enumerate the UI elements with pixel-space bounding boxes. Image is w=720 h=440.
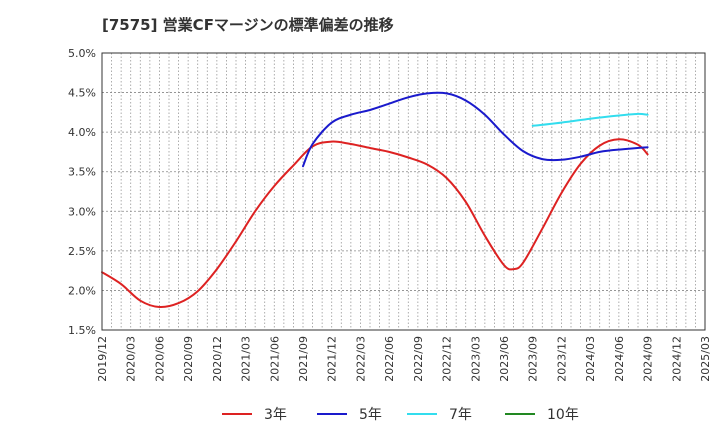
x-tick-label: 2022/03 [354,336,367,382]
series-layer [101,91,649,309]
x-tick-label: 2023/09 [527,336,540,382]
x-tick-label: 2023/06 [498,336,511,382]
series-line-3 [531,112,649,127]
series-line-2 [302,91,649,168]
x-tick-label: 2021/09 [297,336,310,382]
y-tick-label: 4.0% [68,126,96,139]
y-tick-label: 5.0% [68,47,96,60]
x-tick-label: 2019/12 [96,336,109,382]
plot-frame [101,52,706,331]
y-tick-label: 3.0% [68,205,96,218]
y-tick-label: 2.5% [68,245,96,258]
series-line-1 [101,138,649,309]
x-tick-label: 2020/09 [182,336,195,382]
x-tick-label: 2024/03 [584,336,597,382]
x-tick-label: 2024/12 [670,336,683,382]
legend-layer: 3年 5年 7年 10年 [222,407,579,423]
x-tick-label: 2021/12 [326,336,339,382]
y-tick-label: 3.5% [68,166,96,179]
x-tick-label: 2021/06 [268,336,281,382]
x-tick-label: 2024/06 [613,336,626,382]
x-tick-label: 2020/12 [211,336,224,382]
x-tick-label: 2021/03 [240,336,253,382]
chart-title: [7575] 営業CFマージンの標準偏差の推移 [102,16,394,34]
grid-layer [102,53,705,330]
x-tick-label: 2025/03 [699,336,712,382]
x-tick-label: 2023/12 [555,336,568,382]
x-tick-label: 2020/06 [153,336,166,382]
x-tick-label: 2024/09 [642,336,655,382]
axis-layer: 1.5% 2.0% 2.5% 3.0% 3.5% 4.0% 4.5% 5.0% 2019/12 2… [68,47,712,382]
x-tick-label: 2022/09 [412,336,425,382]
legend-label-1: 3年 [264,407,287,423]
y-tick-label: 4.5% [68,87,96,100]
x-tick-label: 2020/03 [125,336,138,382]
y-tick-label: 1.5% [68,324,96,337]
legend-label-3: 7年 [449,407,472,423]
legend-label-2: 5年 [359,407,382,423]
y-tick-label: 2.0% [68,284,96,297]
x-tick-label: 2022/06 [383,336,396,382]
x-tick-label: 2022/12 [441,336,454,382]
legend-label-4: 10年 [547,407,579,423]
x-tick-label: 2023/03 [469,336,482,382]
